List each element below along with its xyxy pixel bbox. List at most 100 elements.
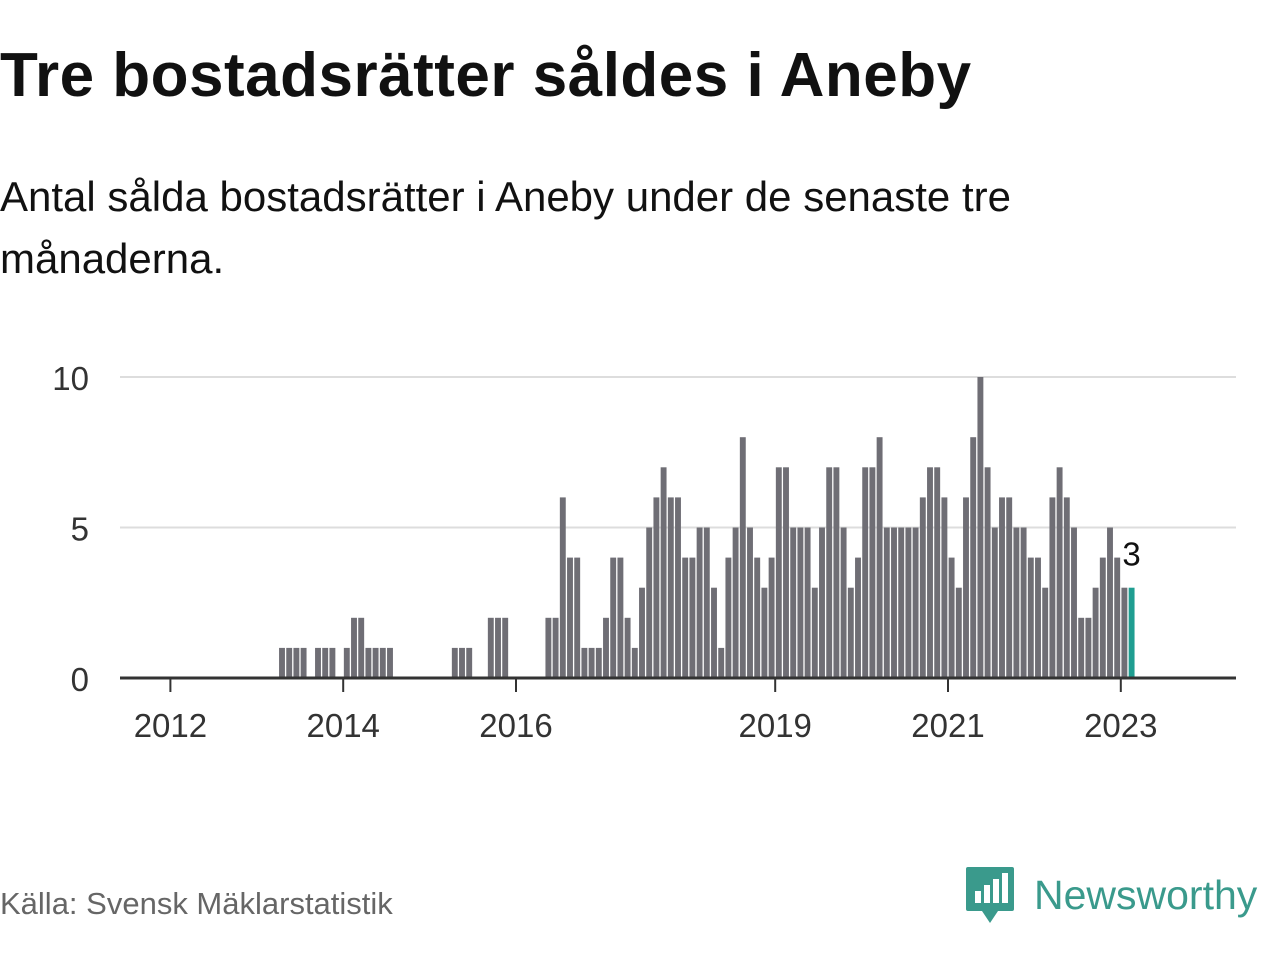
bars — [279, 377, 1135, 678]
bar — [653, 497, 660, 678]
bar — [1020, 527, 1027, 678]
bar — [343, 647, 350, 678]
bar — [1121, 587, 1128, 678]
bar — [379, 647, 386, 678]
bar — [775, 467, 782, 678]
bar — [819, 527, 825, 678]
bar — [639, 587, 645, 678]
bar — [329, 647, 336, 678]
bar — [934, 467, 941, 678]
bar — [696, 527, 703, 678]
y-tick-label: 0 — [71, 661, 89, 698]
bar — [682, 557, 689, 678]
bar — [703, 527, 710, 678]
bar — [315, 647, 321, 678]
bar — [761, 587, 768, 678]
x-tick-label: 2016 — [479, 707, 552, 744]
bar — [595, 647, 602, 678]
bar — [725, 557, 732, 678]
bar — [495, 617, 501, 678]
bar — [847, 587, 854, 678]
bar-annotation: 3 — [1122, 536, 1140, 573]
bar — [1085, 617, 1092, 678]
bar — [1042, 587, 1049, 678]
bar — [826, 467, 833, 678]
bar — [588, 647, 595, 678]
bar — [300, 647, 307, 678]
y-tick-label: 10 — [52, 360, 89, 397]
bar — [977, 377, 984, 678]
bar — [487, 617, 494, 678]
bar — [581, 647, 588, 678]
bar — [322, 647, 329, 678]
bar — [1013, 527, 1020, 678]
bar — [1035, 557, 1041, 678]
bar — [545, 617, 552, 678]
bar — [387, 647, 393, 678]
bar — [631, 647, 638, 678]
bar — [689, 557, 696, 678]
bar — [869, 467, 876, 678]
bar — [883, 527, 890, 678]
bar — [574, 557, 581, 678]
bar — [1107, 527, 1113, 678]
bar-chart: 0 5 10 2012 2014 2016 2019 2021 2023 3 — [52, 360, 1236, 744]
bar — [358, 617, 365, 678]
bar — [552, 617, 559, 678]
bar — [567, 557, 573, 678]
bar — [840, 527, 847, 678]
bar — [876, 437, 883, 678]
bar — [891, 527, 897, 678]
bar — [286, 647, 293, 678]
bar — [1063, 497, 1070, 678]
bar — [948, 557, 955, 678]
bar — [1006, 497, 1013, 678]
source-note: Källa: Svensk Mäklarstatistik — [0, 886, 393, 921]
axis-labels: 0 5 10 2012 2014 2016 2019 2021 2023 3 — [52, 360, 1157, 744]
bar — [365, 647, 372, 678]
bar — [372, 647, 379, 678]
chart-subtitle: Antal sålda bostadsrätter i Aneby under … — [0, 173, 1011, 282]
y-tick-label: 5 — [71, 511, 89, 548]
chart-title: Tre bostadsrätter såldes i Aneby — [0, 41, 972, 110]
bar — [559, 497, 566, 678]
bar — [1056, 467, 1063, 678]
bar — [502, 617, 509, 678]
bar — [646, 527, 653, 678]
bar — [739, 437, 746, 678]
bar — [351, 617, 357, 678]
bar — [1092, 587, 1099, 678]
bar — [1114, 557, 1121, 678]
bar — [898, 527, 905, 678]
bar — [1078, 617, 1085, 678]
bar — [984, 467, 991, 678]
bar — [912, 527, 919, 678]
bar — [833, 467, 840, 678]
x-tick-label: 2019 — [738, 707, 811, 744]
bar — [927, 467, 933, 678]
bar — [783, 467, 789, 678]
bar — [905, 527, 912, 678]
bar — [660, 467, 667, 678]
bar — [855, 557, 861, 678]
bar — [991, 527, 998, 678]
brand-name: Newsworthy — [1034, 871, 1258, 918]
brand[interactable]: Newsworthy — [964, 864, 1257, 926]
bar — [768, 557, 775, 678]
bar — [667, 497, 674, 678]
bar — [1049, 497, 1056, 678]
axes — [120, 676, 1236, 692]
bar-highlight — [1128, 587, 1135, 678]
bar — [603, 617, 609, 678]
bar — [941, 497, 948, 678]
bar — [754, 557, 761, 678]
bar — [732, 527, 739, 678]
bar — [675, 497, 681, 678]
newsworthy-logo-icon — [966, 867, 1014, 923]
bar — [617, 557, 624, 678]
bar — [970, 437, 977, 678]
bar — [610, 557, 617, 678]
bar — [919, 497, 926, 678]
bar — [466, 647, 473, 678]
bar — [718, 647, 725, 678]
